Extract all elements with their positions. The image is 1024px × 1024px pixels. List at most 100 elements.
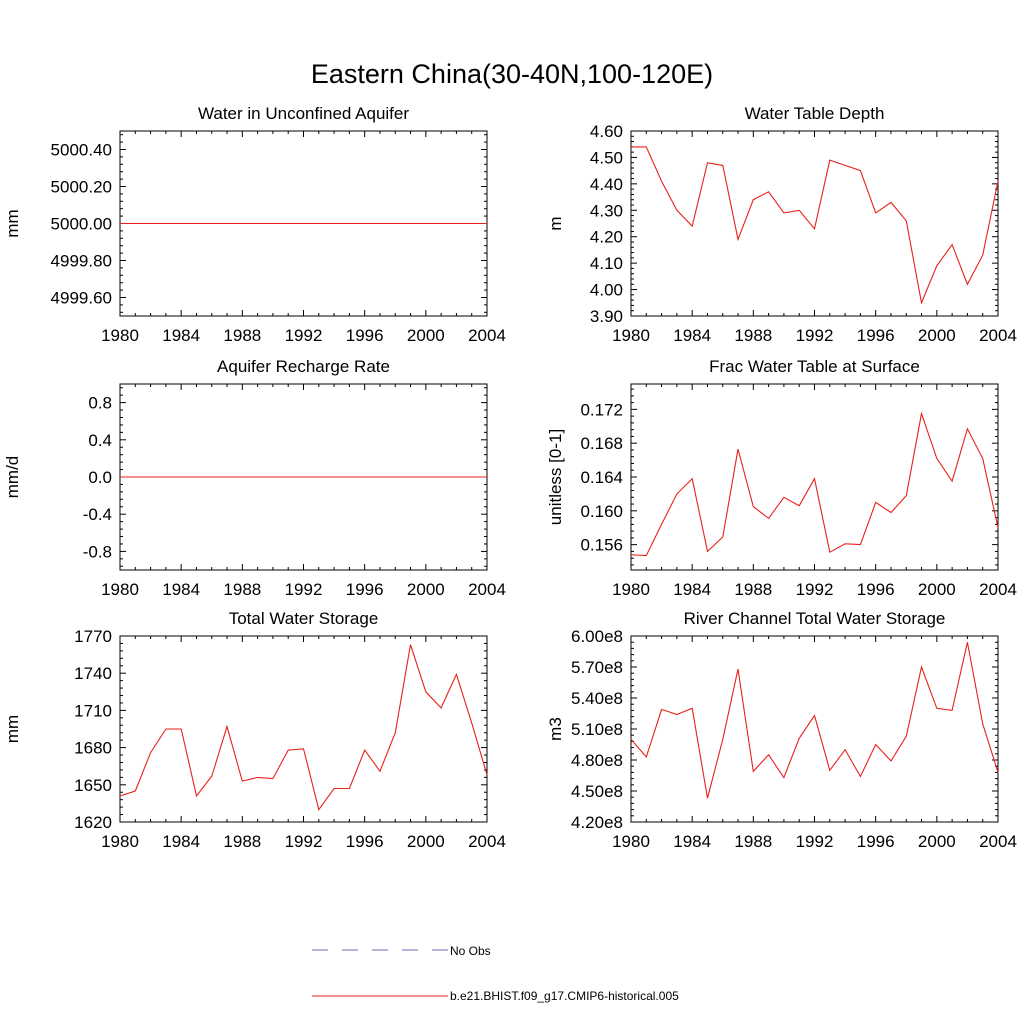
x-tick-label: 1992 <box>796 832 834 851</box>
panels-group: 1980 1984 1988 1992 1996 2000 2004 4999.60 4999.… <box>3 104 1017 851</box>
legend: No Obs b.e21.BHIST.f09_g17.CMIP6-historic… <box>312 944 679 1003</box>
y-tick-label: 3.90 <box>590 307 623 326</box>
plot-frame <box>630 383 999 571</box>
y-tick-label: 5.40e8 <box>571 689 623 708</box>
x-tick-label: 2000 <box>407 832 445 851</box>
x-tick-label: 1992 <box>285 832 323 851</box>
y-tick-label: 4.80e8 <box>571 751 623 770</box>
y-tick-label: 6.00e8 <box>571 627 623 646</box>
x-tick-label: 2004 <box>468 580 506 599</box>
y-tick-label: 0.4 <box>88 431 112 450</box>
x-tick-label: 1984 <box>162 580 200 599</box>
x-tick-label: 1984 <box>673 832 711 851</box>
series-line <box>631 146 999 305</box>
x-tick-label: 1996 <box>346 832 384 851</box>
x-tick-label: 1992 <box>285 326 323 345</box>
x-tick-label: 1980 <box>612 326 650 345</box>
plot-frame <box>630 130 999 317</box>
y-axis-label: m <box>546 216 565 230</box>
x-tick-label: 1988 <box>734 580 772 599</box>
y-tick-label: 0.168 <box>580 434 623 453</box>
chart-panel: 1980 1984 1988 1992 1996 2000 2004 1620 1650 1680… <box>3 609 506 851</box>
figure-title: Eastern China(30-40N,100-120E) <box>311 59 713 89</box>
x-tick-label: 1992 <box>796 580 834 599</box>
chart-panel: 1980 1984 1988 1992 1996 2000 2004 3.90 4.00 4.10… <box>546 104 1017 345</box>
y-axis-label: mm/d <box>3 456 22 499</box>
y-tick-label: 1770 <box>74 627 112 646</box>
x-tick-label: 1980 <box>101 832 139 851</box>
x-tick-label: 2000 <box>918 580 956 599</box>
x-tick-label: 1992 <box>796 326 834 345</box>
x-tick-label: 2000 <box>918 326 956 345</box>
x-tick-label: 2000 <box>918 832 956 851</box>
x-tick-label: 1988 <box>734 326 772 345</box>
x-tick-label: 2004 <box>979 580 1017 599</box>
y-tick-label: 4.60 <box>590 122 623 141</box>
x-tick-label: 1984 <box>162 326 200 345</box>
y-tick-label: 4.20 <box>590 228 623 247</box>
x-tick-label: 1980 <box>612 580 650 599</box>
y-tick-label: 5000.40 <box>51 141 112 160</box>
y-tick-label: 1620 <box>74 813 112 832</box>
y-axis-label: mm <box>3 715 22 743</box>
panel-title: Water in Unconfined Aquifer <box>198 104 409 123</box>
y-tick-label: 4.10 <box>590 254 623 273</box>
series-line <box>630 642 999 799</box>
y-tick-label: 5.70e8 <box>571 658 623 677</box>
x-tick-label: 1996 <box>346 580 384 599</box>
y-tick-label: 5000.20 <box>51 178 112 197</box>
y-tick-label: 4999.80 <box>51 252 112 271</box>
legend-label-model: b.e21.BHIST.f09_g17.CMIP6-historical.005 <box>450 989 679 1003</box>
y-axis-label: unitless [0-1] <box>546 429 565 525</box>
y-tick-label: 1680 <box>74 739 112 758</box>
chart-panel: 1980 1984 1988 1992 1996 2000 2004 0.156 0.160 0.… <box>546 357 1017 599</box>
y-axis-label: m3 <box>546 717 565 741</box>
y-tick-label: 5000.00 <box>51 215 112 234</box>
x-tick-label: 1988 <box>223 580 261 599</box>
chart-panel: 1980 1984 1988 1992 1996 2000 2004 -0.8 -0.4 0.0 0… <box>3 357 506 599</box>
panel-title: Water Table Depth <box>745 104 885 123</box>
chart-panel: 1980 1984 1988 1992 1996 2000 2004 4.20e8 4.50e8… <box>546 609 1017 851</box>
panel-title: Frac Water Table at Surface <box>709 357 920 376</box>
x-tick-label: 1988 <box>223 326 261 345</box>
x-tick-label: 1980 <box>101 580 139 599</box>
panel-title: Total Water Storage <box>229 609 379 628</box>
y-tick-label: 4.50 <box>590 148 623 167</box>
x-tick-label: 1988 <box>223 832 261 851</box>
x-tick-label: 1980 <box>612 832 650 851</box>
x-tick-label: 1984 <box>673 580 711 599</box>
y-tick-label: 5.10e8 <box>571 720 623 739</box>
x-tick-label: 1980 <box>101 326 139 345</box>
y-tick-label: 4.00 <box>590 281 623 300</box>
y-tick-label: 0.172 <box>580 400 623 419</box>
x-tick-label: 2004 <box>468 832 506 851</box>
x-tick-label: 1996 <box>857 326 895 345</box>
y-tick-label: 1740 <box>74 664 112 683</box>
x-tick-label: 2000 <box>407 326 445 345</box>
x-tick-label: 2000 <box>407 580 445 599</box>
x-tick-label: 1996 <box>346 326 384 345</box>
y-tick-label: 0.0 <box>88 468 112 487</box>
y-tick-label: 0.164 <box>580 468 623 487</box>
y-tick-label: 0.160 <box>580 502 623 521</box>
plot-frame <box>630 635 999 823</box>
y-tick-label: 4.40 <box>590 175 623 194</box>
y-tick-label: 4999.60 <box>51 289 112 308</box>
series-line <box>119 644 488 811</box>
y-tick-label: 4.50e8 <box>571 782 623 801</box>
x-tick-label: 2004 <box>468 326 506 345</box>
y-tick-label: -0.8 <box>83 542 112 561</box>
y-tick-label: 4.20e8 <box>571 813 623 832</box>
series-line <box>630 411 999 557</box>
y-tick-label: 0.156 <box>580 536 623 555</box>
y-axis-label: mm <box>3 209 22 237</box>
x-tick-label: 1996 <box>857 832 895 851</box>
y-tick-label: 1650 <box>74 776 112 795</box>
chart-panel: 1980 1984 1988 1992 1996 2000 2004 4999.60 4999.… <box>3 104 506 345</box>
x-tick-label: 1984 <box>162 832 200 851</box>
y-tick-label: -0.4 <box>83 505 112 524</box>
y-tick-label: 1710 <box>74 701 112 720</box>
x-tick-label: 1988 <box>734 832 772 851</box>
x-tick-label: 1984 <box>673 326 711 345</box>
